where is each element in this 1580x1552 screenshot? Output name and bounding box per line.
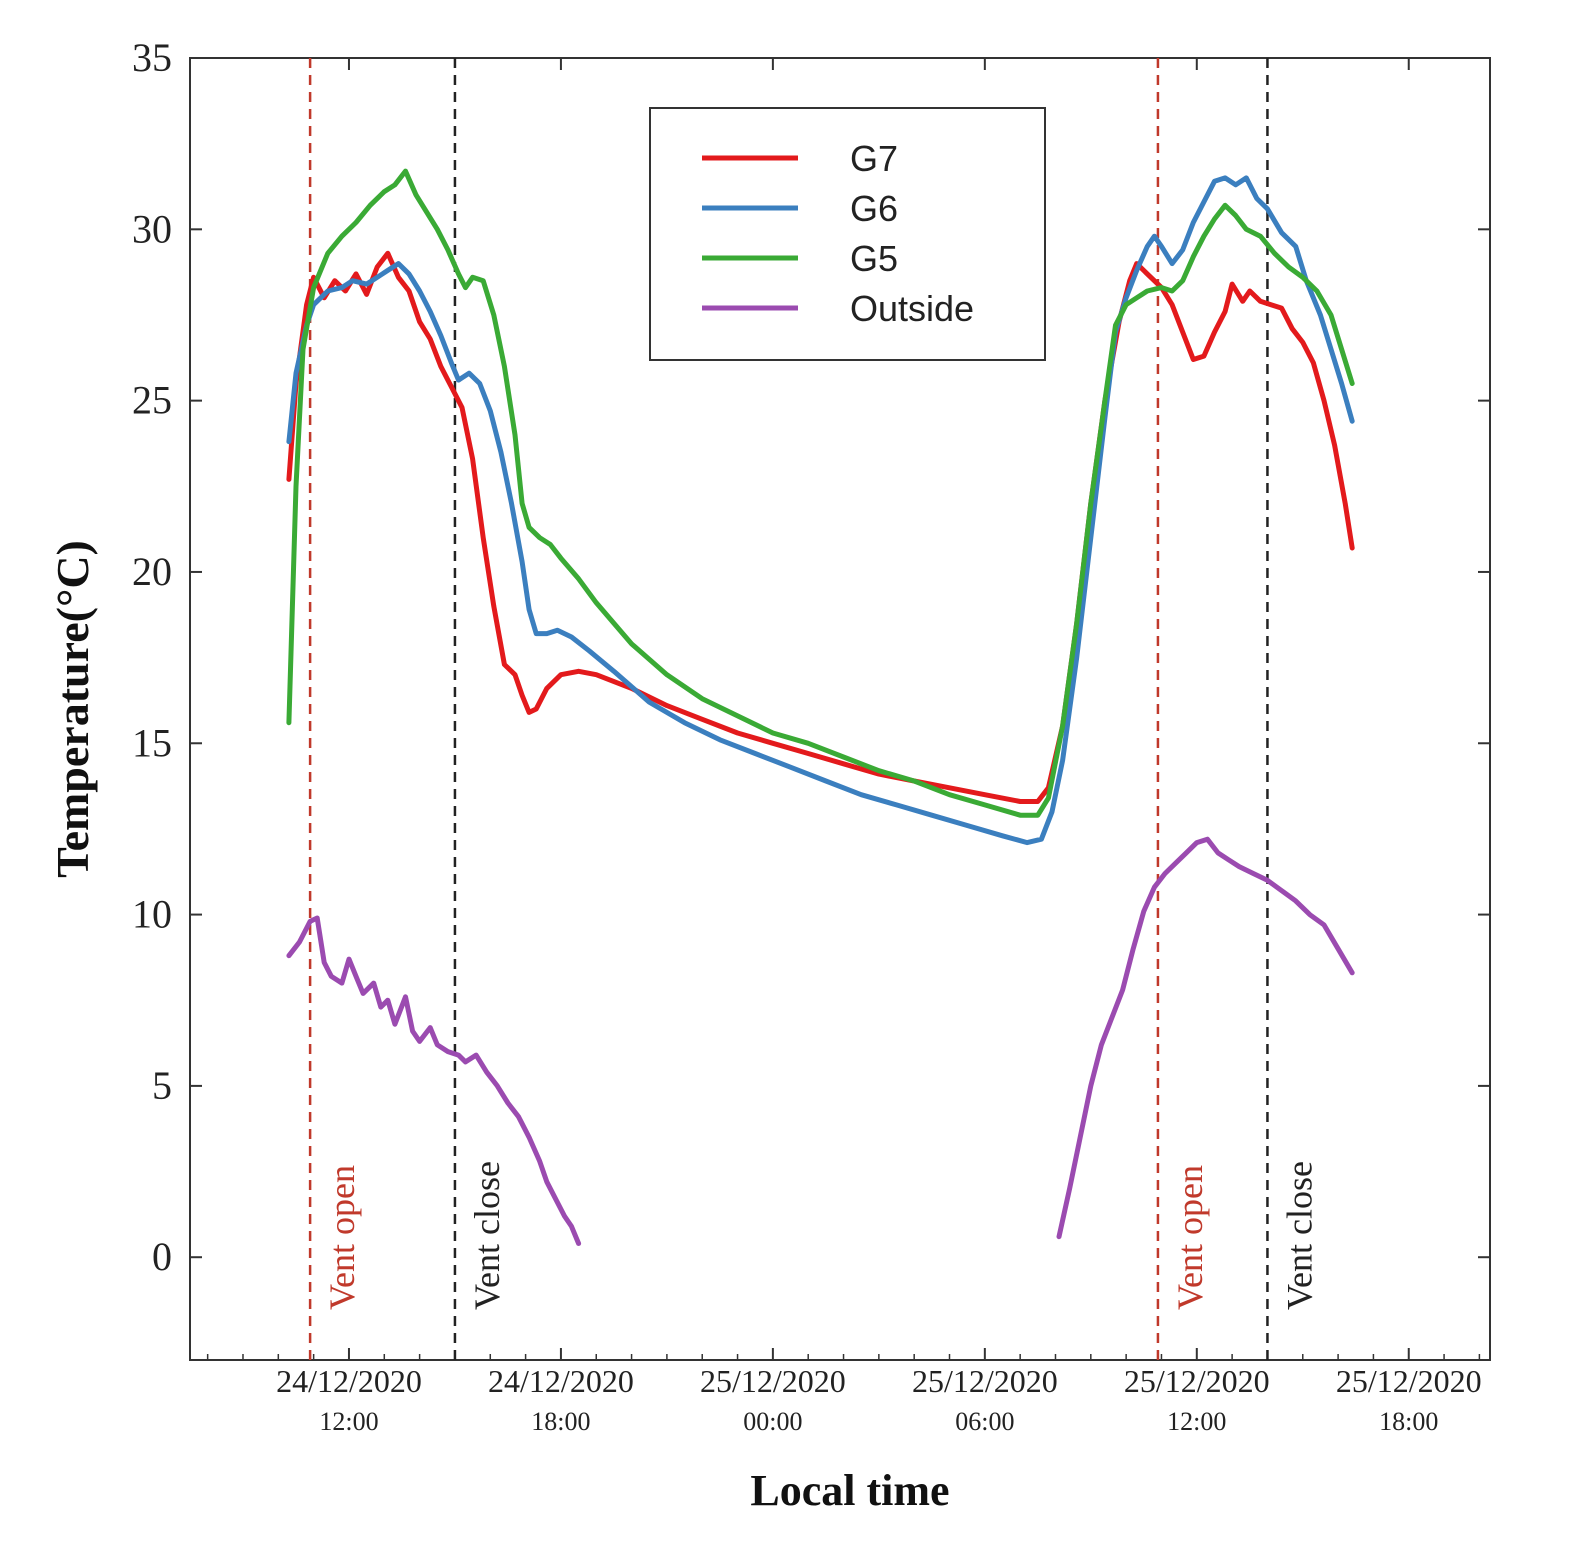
y-tick-label: 15 bbox=[132, 720, 172, 765]
y-tick-label: 35 bbox=[132, 35, 172, 80]
x-tick-time-label: 12:00 bbox=[319, 1407, 378, 1436]
vent-markers: Vent open Vent close Vent open Vent close bbox=[308, 58, 1319, 1360]
plot-area-frame bbox=[189, 57, 1491, 1361]
series-line-g7 bbox=[286, 250, 1355, 804]
series-line-outside bbox=[286, 915, 582, 1246]
y-tick-label: 5 bbox=[152, 1063, 172, 1108]
series-line-outside bbox=[1056, 836, 1355, 1240]
y-tick-label: 10 bbox=[132, 892, 172, 937]
x-axis-title: Local time bbox=[750, 1466, 949, 1515]
legend-label-g7: G7 bbox=[850, 138, 898, 179]
vent-marker-label: Vent close bbox=[467, 1161, 507, 1310]
x-tick-time-label: 06:00 bbox=[955, 1407, 1014, 1436]
axis-ticks: 0 5 10 15 20 25 30 35 24/12/2020 12:00 24/12/2020 1… bbox=[132, 35, 1490, 1436]
y-tick-label: 25 bbox=[132, 378, 172, 423]
x-tick-time-label: 18:00 bbox=[1379, 1407, 1438, 1436]
vent-marker-label: Vent open bbox=[1170, 1165, 1210, 1310]
legend-label-g5: G5 bbox=[850, 238, 898, 279]
x-tick-date-label: 25/12/2020 bbox=[700, 1363, 846, 1399]
series-line-g6 bbox=[286, 175, 1355, 846]
series-line-g5 bbox=[286, 168, 1355, 818]
x-tick-date-label: 25/12/2020 bbox=[912, 1363, 1058, 1399]
x-tick-time-label: 18:00 bbox=[531, 1407, 590, 1436]
legend-label-g6: G6 bbox=[850, 188, 898, 229]
y-tick-label: 0 bbox=[152, 1234, 172, 1279]
x-tick-time-label: 00:00 bbox=[743, 1407, 802, 1436]
vent-marker-label: Vent open bbox=[322, 1165, 362, 1310]
y-axis-title: Temperature(°C) bbox=[47, 540, 98, 878]
y-tick-label: 30 bbox=[132, 206, 172, 251]
x-tick-date-label: 25/12/2020 bbox=[1124, 1363, 1270, 1399]
legend-box bbox=[649, 107, 1046, 361]
data-series bbox=[286, 168, 1355, 1246]
legend: G7 G6 G5 Outside bbox=[649, 107, 1046, 361]
x-tick-time-label: 12:00 bbox=[1167, 1407, 1226, 1436]
vent-marker-label: Vent close bbox=[1279, 1161, 1319, 1310]
y-tick-label: 20 bbox=[132, 549, 172, 594]
x-tick-date-label: 25/12/2020 bbox=[1336, 1363, 1482, 1399]
x-tick-date-label: 24/12/2020 bbox=[276, 1363, 422, 1399]
x-tick-date-label: 24/12/2020 bbox=[488, 1363, 634, 1399]
legend-label-outside: Outside bbox=[850, 288, 974, 329]
